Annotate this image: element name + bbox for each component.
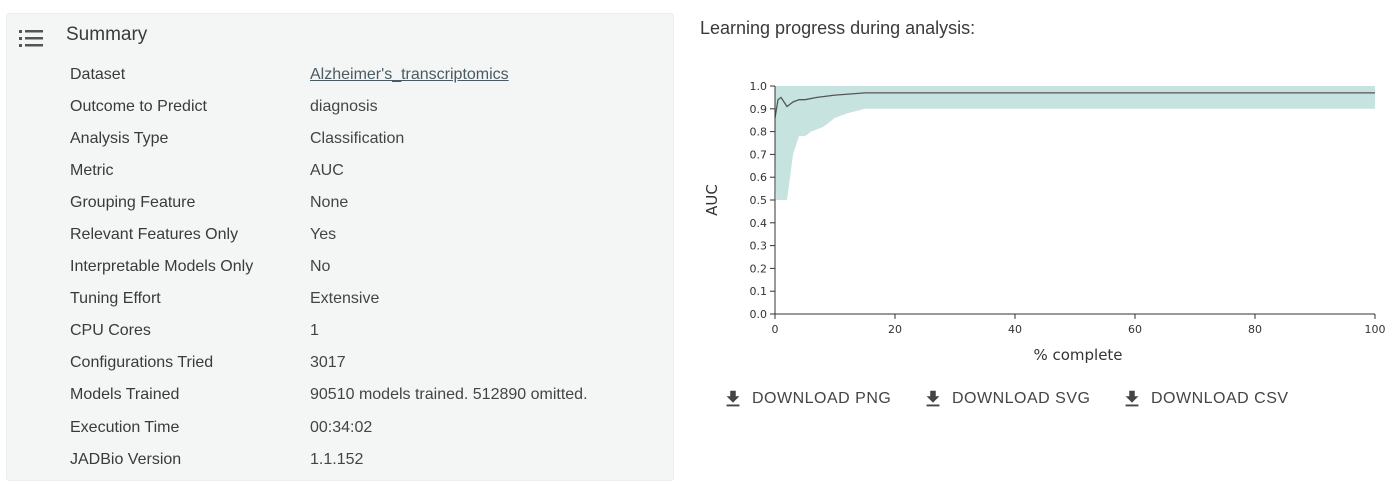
x-tick-label: 60 xyxy=(1128,323,1142,336)
download-png-button[interactable]: DOWNLOAD PNG xyxy=(722,384,891,414)
summary-row: Tuning Effort Extensive xyxy=(70,290,670,322)
row-value: Extensive xyxy=(310,290,380,308)
row-value: AUC xyxy=(310,162,344,180)
row-label: Tuning Effort xyxy=(70,290,161,308)
download-icon xyxy=(1125,390,1139,407)
row-label: JADBio Version xyxy=(70,450,182,468)
summary-title: Summary xyxy=(66,24,148,45)
download-csv-button[interactable]: DOWNLOAD CSV xyxy=(1121,384,1289,414)
x-axis-label: % complete xyxy=(1033,346,1122,364)
row-value: 3017 xyxy=(310,354,346,372)
summary-row: Analysis Type Classification xyxy=(70,130,670,162)
download-csv-label: DOWNLOAD CSV xyxy=(1151,390,1289,407)
x-tick-label: 40 xyxy=(1008,323,1022,336)
dataset-link[interactable]: Alzheimer's_transcriptomics xyxy=(310,66,509,83)
summary-row: Execution Time 00:34:02 xyxy=(70,419,670,451)
summary-card: Summary Dataset Alzheimer's_transcriptomi… xyxy=(6,13,674,481)
x-tick-label: 80 xyxy=(1248,323,1262,336)
row-value: None xyxy=(310,194,349,212)
y-tick-label: 0.4 xyxy=(750,217,768,230)
y-tick-label: 0.0 xyxy=(750,308,768,321)
learning-progress-chart: 0.0 0.1 0.2 0.3 0.4 0.5 0.6 0.7 0.8 0.9 1.0 0 20 40 60… xyxy=(703,80,1386,364)
auc-confidence-band xyxy=(775,86,1375,200)
summary-row: Grouping Feature None xyxy=(70,194,670,226)
y-tick-label: 0.8 xyxy=(750,126,768,139)
download-png-label: DOWNLOAD PNG xyxy=(752,390,892,407)
summary-list: Dataset Alzheimer's_transcriptomics Outco… xyxy=(70,66,670,483)
y-tick-label: 0.5 xyxy=(750,194,768,207)
y-tick-label: 0.6 xyxy=(750,171,768,184)
row-value: 1 xyxy=(310,322,319,340)
row-label: Analysis Type xyxy=(70,130,169,148)
row-label: Execution Time xyxy=(70,418,180,436)
row-value: 90510 models trained. 512890 omitted. xyxy=(310,386,588,404)
row-label: Models Trained xyxy=(70,386,180,404)
y-axis-label: AUC xyxy=(703,184,721,216)
x-tick-label: 20 xyxy=(888,323,902,336)
row-label: Grouping Feature xyxy=(70,194,196,212)
row-label: Metric xyxy=(70,162,114,180)
y-tick-label: 0.7 xyxy=(750,148,768,161)
summary-row: Configurations Tried 3017 xyxy=(70,354,670,386)
summary-row: Metric AUC xyxy=(70,162,670,194)
download-svg-label: DOWNLOAD SVG xyxy=(952,390,1091,407)
row-label: Outcome to Predict xyxy=(70,98,207,116)
summary-row: CPU Cores 1 xyxy=(70,322,670,354)
row-label: Relevant Features Only xyxy=(70,226,239,244)
row-value: diagnosis xyxy=(310,98,378,116)
summary-row: Models Trained 90510 models trained. 5128… xyxy=(70,386,670,418)
row-label: CPU Cores xyxy=(70,322,151,340)
x-tick-label: 100 xyxy=(1365,323,1386,336)
download-svg-button[interactable]: DOWNLOAD SVG xyxy=(922,384,1090,414)
chart-heading: Learning progress during analysis: xyxy=(700,18,976,38)
y-tick-label: 0.9 xyxy=(750,103,768,116)
download-icon xyxy=(926,390,940,407)
summary-row: Dataset Alzheimer's_transcriptomics xyxy=(70,66,670,98)
summary-row: Interpretable Models Only No xyxy=(70,258,670,290)
auc-line xyxy=(774,92,1375,119)
download-icon xyxy=(726,390,740,407)
row-value: 00:34:02 xyxy=(310,418,373,436)
y-tick-label: 0.2 xyxy=(750,262,768,275)
y-tick-label: 1.0 xyxy=(750,80,768,93)
y-tick-label: 0.3 xyxy=(750,240,768,253)
summary-row: Relevant Features Only Yes xyxy=(70,226,670,258)
summary-row: Outcome to Predict diagnosis xyxy=(70,98,670,130)
list-icon[interactable] xyxy=(19,29,43,49)
row-label: Configurations Tried xyxy=(70,354,214,372)
x-tick-label: 0 xyxy=(772,323,779,336)
row-value: Classification xyxy=(310,130,405,148)
y-tick-label: 0.1 xyxy=(750,285,768,298)
row-value: 1.1.152 xyxy=(310,450,364,468)
summary-row: JADBio Version 1.1.152 xyxy=(70,451,670,483)
row-label: Dataset xyxy=(70,66,126,83)
row-label: Interpretable Models Only xyxy=(70,258,254,276)
row-value: No xyxy=(310,258,331,276)
row-value: Yes xyxy=(310,226,337,244)
